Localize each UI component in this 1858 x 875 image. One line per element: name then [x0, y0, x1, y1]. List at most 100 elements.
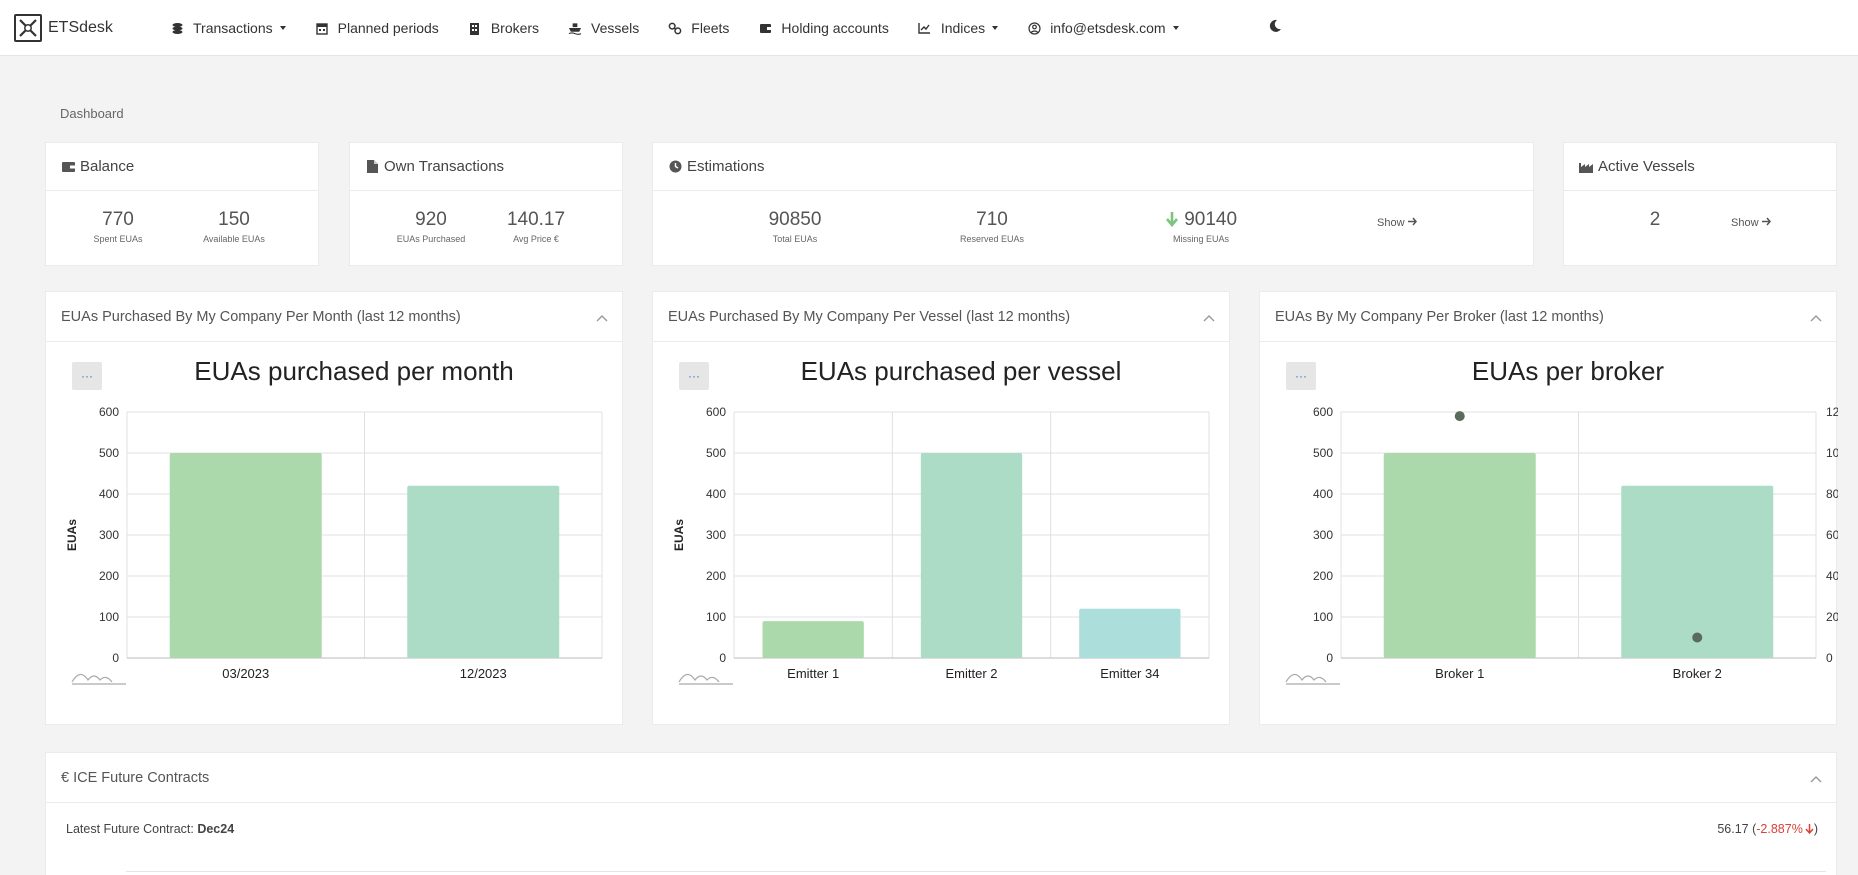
y2-tick-label: 80000 [1826, 487, 1838, 501]
missing-euas-label: Missing EUAs [1172, 234, 1229, 244]
calendar-icon [315, 21, 329, 35]
bar [1621, 485, 1774, 658]
estimations-show-link[interactable]: Show [1377, 217, 1417, 229]
ice-future-contracts-panel: € ICE Future Contracts Latest Future Con… [45, 752, 1837, 875]
y-tick-label: 300 [99, 528, 119, 542]
nav-brokers[interactable]: Brokers [468, 20, 539, 36]
arrow-right-icon [1761, 217, 1771, 229]
bar [920, 453, 1023, 658]
y-tick-label: 500 [99, 446, 119, 460]
nav-holding-accounts[interactable]: Holding accounts [758, 20, 889, 36]
reserved-euas-stat: 710 Reserved EUAs [952, 209, 1032, 244]
data-point [1454, 411, 1465, 422]
latest-future-contract-value: Dec24 [197, 822, 235, 836]
active-vessels-card-header: Active Vessels [1564, 143, 1836, 191]
nav-user-menu[interactable]: info@etsdesk.com [1027, 20, 1179, 36]
own-transactions-card: Own Transactions 920 EUAs Purchased 140.… [349, 142, 623, 266]
chevron-up-icon[interactable] [1810, 310, 1822, 326]
nav-vessels-label: Vessels [591, 20, 640, 36]
euas-per-broker-panel-title: EUAs By My Company Per Broker (last 12 m… [1275, 308, 1604, 325]
y2-tick-label: 0 [1826, 651, 1833, 665]
y-tick-label: 100 [706, 610, 726, 624]
x-tick-label: Broker 2 [1673, 666, 1722, 681]
available-euas-label: Available EUAs [203, 234, 265, 244]
arrow-down-icon [1165, 209, 1179, 230]
latest-future-contract-label: Latest Future Contract: [66, 822, 194, 836]
nav-planned-periods-label: Planned periods [337, 20, 439, 36]
active-vessels-count: 2 [1649, 209, 1661, 230]
balance-card-header: Balance [46, 143, 318, 191]
active-vessels-title: Active Vessels [1598, 158, 1695, 175]
nav-user-email: info@etsdesk.com [1050, 20, 1166, 36]
y-tick-label: 400 [706, 487, 726, 501]
ice-chart-gridline [126, 871, 1826, 872]
balance-title: Balance [80, 158, 135, 175]
nav-fleets-label: Fleets [691, 20, 730, 36]
euas-purchased-stat: 920 EUAs Purchased [396, 209, 466, 244]
nav-fleets[interactable]: Fleets [668, 20, 729, 36]
dark-mode-toggle-moon-icon[interactable] [1268, 19, 1282, 38]
nav-planned-periods[interactable]: Planned periods [315, 20, 439, 36]
total-euas-stat: 90850 Total EUAs [755, 209, 835, 244]
chart-title: EUAs purchased per vessel [800, 356, 1122, 386]
chevron-up-icon[interactable] [596, 310, 608, 326]
euas-per-month-panel-header: EUAs Purchased By My Company Per Month (… [46, 292, 622, 342]
y-tick-label: 600 [1313, 405, 1333, 419]
euro-icon: € [61, 769, 70, 786]
industry-icon [1579, 160, 1593, 174]
euas-purchased-label: EUAs Purchased [396, 234, 466, 244]
nav-menu: Transactions Planned periods Brokers Ves… [170, 0, 1208, 56]
active-vessels-show-link[interactable]: Show [1731, 217, 1771, 229]
chart-menu-button[interactable]: ··· [1286, 362, 1316, 390]
y-tick-label: 100 [1313, 610, 1333, 624]
own-transactions-card-header: Own Transactions [350, 143, 622, 191]
nav-vessels[interactable]: Vessels [568, 20, 639, 36]
data-point [1692, 632, 1703, 643]
ice-future-contracts-header: € ICE Future Contracts [46, 753, 1836, 803]
x-tick-label: 03/2023 [222, 666, 269, 681]
euas-purchased-value: 920 [415, 209, 447, 230]
chart-menu-button[interactable]: ··· [72, 362, 102, 390]
ship-icon [568, 21, 582, 35]
user-circle-icon [1027, 21, 1041, 35]
nav-transactions[interactable]: Transactions [170, 20, 286, 36]
y2-tick-label: 40000 [1826, 569, 1838, 583]
chart-line-icon [918, 21, 932, 35]
y-tick-label: 500 [706, 446, 726, 460]
brand-logo-icon [14, 14, 42, 42]
y-axis-label: EUAs [65, 519, 79, 551]
brand[interactable]: ETSdesk [14, 14, 113, 42]
coins-icon [170, 21, 184, 35]
range-selector-icon [71, 673, 126, 685]
missing-euas-row: 90140 [1151, 209, 1251, 231]
wallet-icon [758, 21, 772, 35]
chevron-up-icon[interactable] [1203, 310, 1215, 326]
y-tick-label: 600 [99, 405, 119, 419]
range-selector-icon [678, 673, 733, 685]
y-tick-label: 400 [1313, 487, 1333, 501]
chart-title: EUAs purchased per month [194, 356, 514, 386]
clock-icon [668, 160, 682, 174]
nav-indices[interactable]: Indices [918, 20, 999, 36]
chart-menu-button[interactable]: ··· [679, 362, 709, 390]
bar [762, 621, 864, 658]
spent-euas-stat: 770 Spent EUAs [88, 209, 148, 244]
y-tick-label: 100 [99, 610, 119, 624]
chevron-up-icon[interactable] [1810, 771, 1822, 787]
future-price-change: 56.17 (-2.887%) [1717, 822, 1818, 836]
bar [169, 453, 322, 658]
spent-euas-label: Spent EUAs [93, 234, 143, 244]
euas-per-month-panel: EUAs Purchased By My Company Per Month (… [45, 291, 623, 725]
ice-future-contracts-title: ICE Future Contracts [73, 769, 210, 786]
y-tick-label: 200 [99, 569, 119, 583]
future-change-percent: -2.887% [1756, 822, 1803, 836]
euas-per-vessel-panel: EUAs Purchased By My Company Per Vessel … [652, 291, 1230, 725]
euas-per-vessel-chart: 0 100 200 300 400 500 600 Emitter 1 Emitter 2 Emi… [672, 405, 1210, 685]
euas-per-vessel-panel-title: EUAs Purchased By My Company Per Vessel … [668, 308, 1071, 325]
x-tick-label: 12/2023 [460, 666, 507, 681]
reserved-euas-label: Reserved EUAs [959, 234, 1025, 244]
x-tick-label: Emitter 2 [945, 666, 997, 681]
y2-tick-label: 100000 [1826, 446, 1838, 460]
avg-price-stat: 140.17 Avg Price € [496, 209, 576, 244]
x-tick-label: Broker 1 [1435, 666, 1484, 681]
